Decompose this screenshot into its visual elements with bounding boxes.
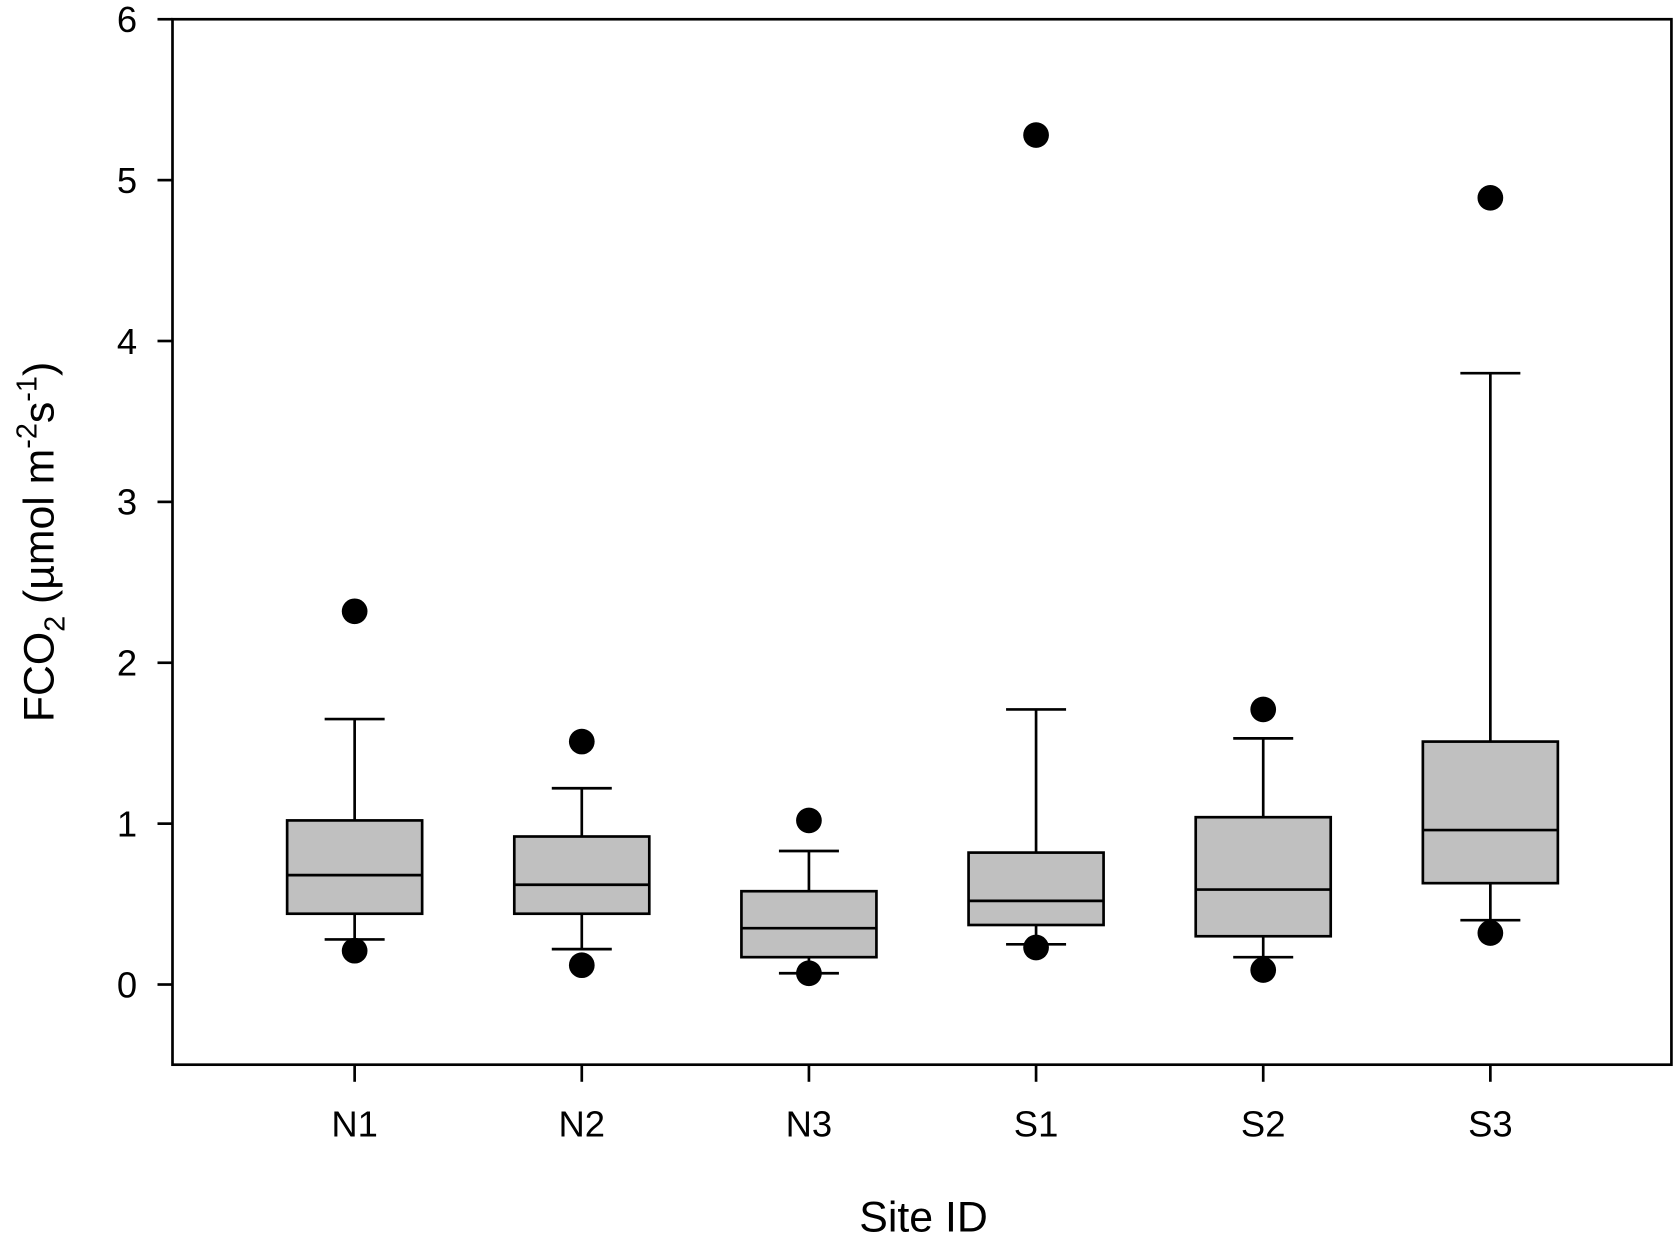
outlier-point bbox=[796, 807, 822, 834]
y-tick-label: 2 bbox=[117, 643, 137, 684]
boxes bbox=[285, 122, 1560, 987]
box-N3 bbox=[740, 807, 878, 987]
iqr-box bbox=[967, 851, 1105, 927]
iqr-box bbox=[285, 819, 424, 916]
y-axis: 0 1 2 3 4 5 6 bbox=[117, 0, 173, 1005]
iqr-box bbox=[1421, 740, 1560, 885]
x-axis-label: Site ID bbox=[859, 1193, 988, 1240]
outlier-point bbox=[1477, 920, 1504, 946]
y-tick-label: 0 bbox=[117, 964, 137, 1005]
box-N2 bbox=[512, 728, 651, 979]
outlier-point bbox=[568, 952, 595, 979]
outlier-point bbox=[1023, 122, 1049, 148]
outlier-point bbox=[1250, 696, 1277, 723]
x-tick-label: N1 bbox=[331, 1103, 378, 1144]
outlier-point bbox=[1250, 957, 1277, 983]
box-S3 bbox=[1421, 184, 1560, 946]
outlier-point bbox=[341, 937, 368, 964]
y-axis-label: FCO2 (µmol m-2s-1) bbox=[11, 362, 71, 722]
iqr-box bbox=[1194, 815, 1333, 938]
y-tick-label: 5 bbox=[117, 160, 137, 201]
outlier-point bbox=[568, 728, 595, 755]
iqr-box bbox=[512, 835, 651, 916]
x-tick-label: N2 bbox=[559, 1103, 606, 1144]
outlier-point bbox=[1023, 934, 1049, 961]
x-tick-label: S3 bbox=[1468, 1103, 1513, 1144]
box-S2 bbox=[1194, 696, 1333, 983]
x-tick-label: S1 bbox=[1014, 1103, 1059, 1144]
outlier-point bbox=[796, 960, 822, 987]
box-N1 bbox=[285, 598, 424, 964]
iqr-box bbox=[740, 889, 878, 959]
plot-frame bbox=[171, 17, 1673, 1067]
y-tick-label: 3 bbox=[117, 482, 137, 523]
y-tick-label: 1 bbox=[117, 804, 137, 845]
x-axis: N1 N2 N3 S1 S2 S3 bbox=[331, 1064, 1513, 1144]
y-tick-label: 6 bbox=[117, 0, 137, 40]
outlier-point bbox=[341, 598, 368, 625]
x-tick-label: N3 bbox=[786, 1103, 833, 1144]
outlier-point bbox=[1477, 184, 1504, 211]
y-tick-label: 4 bbox=[117, 321, 137, 362]
box-S1 bbox=[967, 122, 1105, 961]
x-tick-label: S2 bbox=[1241, 1103, 1286, 1144]
